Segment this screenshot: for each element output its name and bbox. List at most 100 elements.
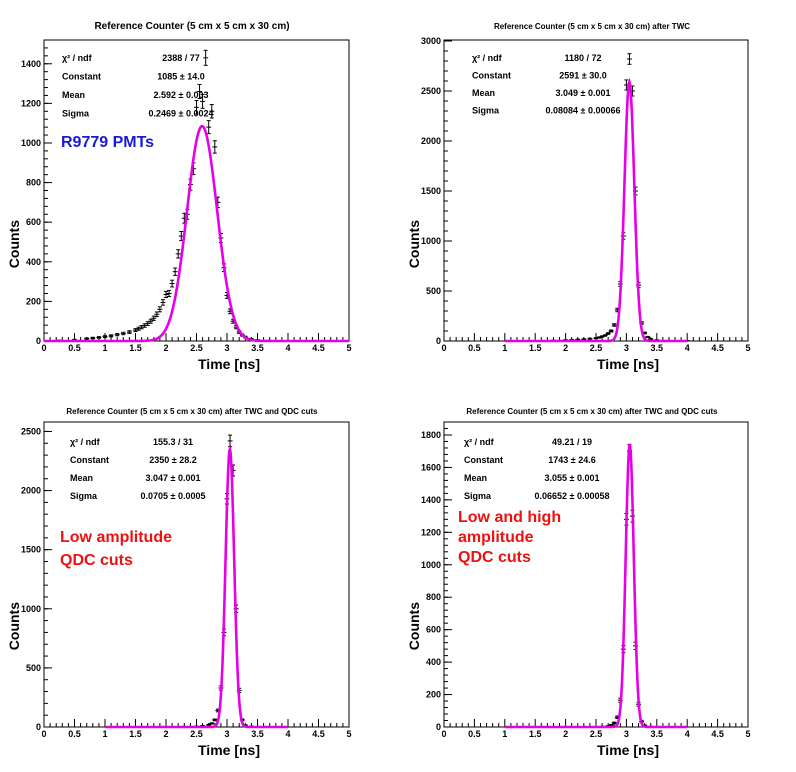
stat-value: 0.2469 ± 0.0024 — [149, 109, 214, 119]
y-tick-label: 1500 — [421, 186, 441, 196]
y-tick-label: 0 — [436, 722, 441, 732]
stat-label: Sigma — [62, 109, 90, 119]
y-tick-label: 2000 — [421, 136, 441, 146]
x-tick-label: 4.5 — [312, 729, 325, 739]
x-tick-label: 2 — [563, 343, 568, 353]
annotation-text: R9779 PMTs — [61, 134, 154, 151]
x-tick-label: 0 — [441, 729, 446, 739]
x-tick-label: 4.5 — [711, 343, 724, 353]
stat-value: 49.21 / 19 — [552, 437, 592, 447]
stat-value: 3.055 ± 0.001 — [545, 473, 600, 483]
y-tick-label: 0 — [436, 336, 441, 346]
stat-label: χ² / ndf — [62, 53, 93, 63]
x-tick-label: 5 — [346, 343, 351, 353]
stat-value: 2350 ± 28.2 — [149, 455, 196, 465]
y-tick-label: 500 — [26, 663, 41, 673]
x-tick-label: 1.5 — [529, 729, 542, 739]
y-tick-label: 3000 — [421, 36, 441, 46]
x-axis-label: Time [ns] — [597, 356, 659, 372]
y-tick-label: 0 — [36, 722, 41, 732]
x-tick-label: 1 — [102, 729, 107, 739]
y-tick-label: 1000 — [421, 236, 441, 246]
stat-label: Mean — [464, 473, 487, 483]
stat-label: Sigma — [472, 106, 500, 116]
x-tick-label: 2 — [163, 729, 168, 739]
y-tick-label: 2500 — [421, 86, 441, 96]
y-tick-label: 1800 — [421, 430, 441, 440]
annotation-text: Low and high — [458, 509, 561, 526]
y-tick-label: 1000 — [21, 604, 41, 614]
x-tick-label: 2 — [563, 729, 568, 739]
y-tick-label: 1200 — [421, 527, 441, 537]
stat-value: 0.06652 ± 0.00058 — [534, 491, 609, 501]
x-tick-label: 4 — [685, 729, 690, 739]
x-tick-label: 1.5 — [129, 729, 142, 739]
x-tick-label: 5 — [745, 729, 750, 739]
x-tick-label: 4 — [685, 343, 690, 353]
x-tick-label: 4.5 — [711, 729, 724, 739]
y-axis-label: Counts — [6, 220, 22, 268]
y-tick-label: 600 — [26, 217, 41, 227]
x-tick-label: 1 — [502, 729, 507, 739]
y-tick-label: 1400 — [421, 495, 441, 505]
y-tick-label: 600 — [426, 625, 441, 635]
stat-label: Sigma — [70, 491, 98, 501]
plot-frame — [43, 421, 350, 728]
y-tick-label: 500 — [426, 286, 441, 296]
x-axis-label: Time [ns] — [597, 742, 659, 758]
plot-frame — [43, 39, 350, 342]
stat-value: 1180 / 72 — [564, 53, 601, 63]
fit-curve — [504, 77, 688, 343]
stat-value: 2.592 ± 0.003 — [154, 90, 209, 100]
x-tick-label: 2.5 — [590, 729, 603, 739]
y-axis-label: Counts — [6, 602, 22, 650]
annotation-text: amplitude — [458, 529, 534, 546]
chart-title: Reference Counter (5 cm x 5 cm x 30 cm) … — [66, 407, 318, 416]
y-tick-label: 1000 — [421, 560, 441, 570]
x-axis-label: Time [ns] — [198, 356, 260, 372]
chart-panel-3: Reference Counter (5 cm x 5 cm x 30 cm) … — [6, 407, 352, 758]
x-axis-label: Time [ns] — [198, 742, 260, 758]
stat-label: Mean — [62, 90, 85, 100]
y-tick-label: 200 — [26, 296, 41, 306]
y-tick-label: 800 — [26, 178, 41, 188]
y-tick-label: 1600 — [421, 462, 441, 472]
annotation-text: QDC cuts — [458, 549, 531, 566]
x-tick-label: 4 — [285, 343, 290, 353]
stat-value: 2591 ± 30.0 — [559, 71, 606, 81]
stat-label: Mean — [472, 88, 495, 98]
stat-label: Mean — [70, 473, 93, 483]
chart-title: Reference Counter (5 cm x 5 cm x 30 cm) … — [494, 22, 690, 31]
x-tick-label: 4.5 — [312, 343, 325, 353]
annotation-text: QDC cuts — [60, 552, 133, 569]
x-tick-label: 0 — [441, 343, 446, 353]
x-tick-label: 5 — [745, 343, 750, 353]
y-tick-label: 0 — [36, 336, 41, 346]
stat-label: Sigma — [464, 491, 492, 501]
chart-panel-1: Reference Counter (5 cm x 5 cm x 30 cm) 0… — [6, 21, 352, 372]
chart-panel-4: Reference Counter (5 cm x 5 cm x 30 cm) … — [406, 407, 751, 758]
y-tick-label: 200 — [426, 690, 441, 700]
x-tick-label: 1 — [102, 343, 107, 353]
stat-label: Constant — [62, 72, 101, 82]
x-tick-label: 0.5 — [468, 343, 481, 353]
y-tick-label: 800 — [426, 592, 441, 602]
fit-curve — [105, 445, 288, 729]
x-tick-label: 3 — [224, 343, 229, 353]
stat-value: 1743 ± 24.6 — [548, 455, 595, 465]
fit-curve — [504, 443, 688, 729]
y-tick-label: 1400 — [21, 59, 41, 69]
stat-value: 1085 ± 14.0 — [157, 72, 204, 82]
stat-value: 0.0705 ± 0.0005 — [141, 491, 206, 501]
x-tick-label: 2.5 — [190, 343, 203, 353]
y-tick-label: 1200 — [21, 98, 41, 108]
x-tick-label: 3.5 — [651, 729, 664, 739]
stat-label: Constant — [464, 455, 503, 465]
stat-value: 2388 / 77 — [162, 53, 200, 63]
y-tick-label: 1000 — [21, 138, 41, 148]
x-tick-label: 3 — [624, 729, 629, 739]
x-tick-label: 1.5 — [129, 343, 142, 353]
x-tick-label: 1.5 — [529, 343, 542, 353]
stat-value: 3.047 ± 0.001 — [146, 473, 201, 483]
